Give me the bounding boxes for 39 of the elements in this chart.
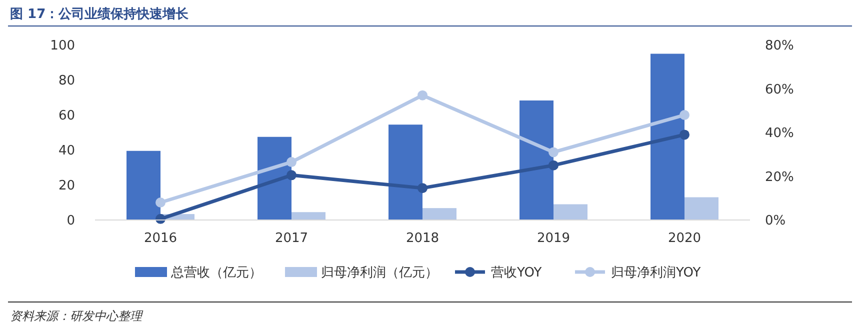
x-tick-label: 2016 xyxy=(144,231,178,246)
point xyxy=(286,157,296,168)
bar xyxy=(520,100,554,220)
y2-tick-label: 40% xyxy=(765,126,794,142)
y-tick-label: 0 xyxy=(66,214,75,229)
bar xyxy=(650,54,684,220)
point xyxy=(548,160,558,170)
point xyxy=(286,170,296,180)
point xyxy=(156,198,166,208)
bar xyxy=(292,212,326,220)
y-tick-label: 80 xyxy=(58,74,75,89)
bar xyxy=(684,197,718,220)
y2-tick-label: 60% xyxy=(765,82,794,98)
point xyxy=(548,147,558,158)
legend-label: 归母净利润（亿元） xyxy=(321,266,438,281)
legend-label: 总营收（亿元） xyxy=(170,266,262,281)
point xyxy=(418,183,428,194)
y-tick-label: 60 xyxy=(58,108,75,124)
legend-label: 营收YOY xyxy=(491,266,542,281)
point xyxy=(418,90,428,100)
chart-title: 图 17：公司业绩保持快速增长 xyxy=(10,7,190,22)
bar xyxy=(388,124,422,220)
y-tick-label: 20 xyxy=(58,178,75,194)
bar xyxy=(126,150,160,220)
y2-tick-label: 0% xyxy=(765,214,786,229)
text: 资料来源：研发中心整理 xyxy=(10,309,144,323)
y2-tick-label: 20% xyxy=(765,170,794,185)
y-tick-label: 40 xyxy=(58,144,75,159)
x-tick-label: 2020 xyxy=(668,231,702,246)
point xyxy=(680,130,690,140)
x-tick-label: 2019 xyxy=(536,231,570,246)
bar xyxy=(554,204,588,220)
x-tick-label: 2017 xyxy=(274,231,308,246)
legend-label: 归母净利润YOY xyxy=(611,266,701,281)
bar xyxy=(422,208,456,220)
y-tick-label: 100 xyxy=(50,38,75,54)
x-tick-label: 2018 xyxy=(406,231,440,246)
point xyxy=(680,110,690,120)
y2-tick-label: 80% xyxy=(765,38,794,54)
